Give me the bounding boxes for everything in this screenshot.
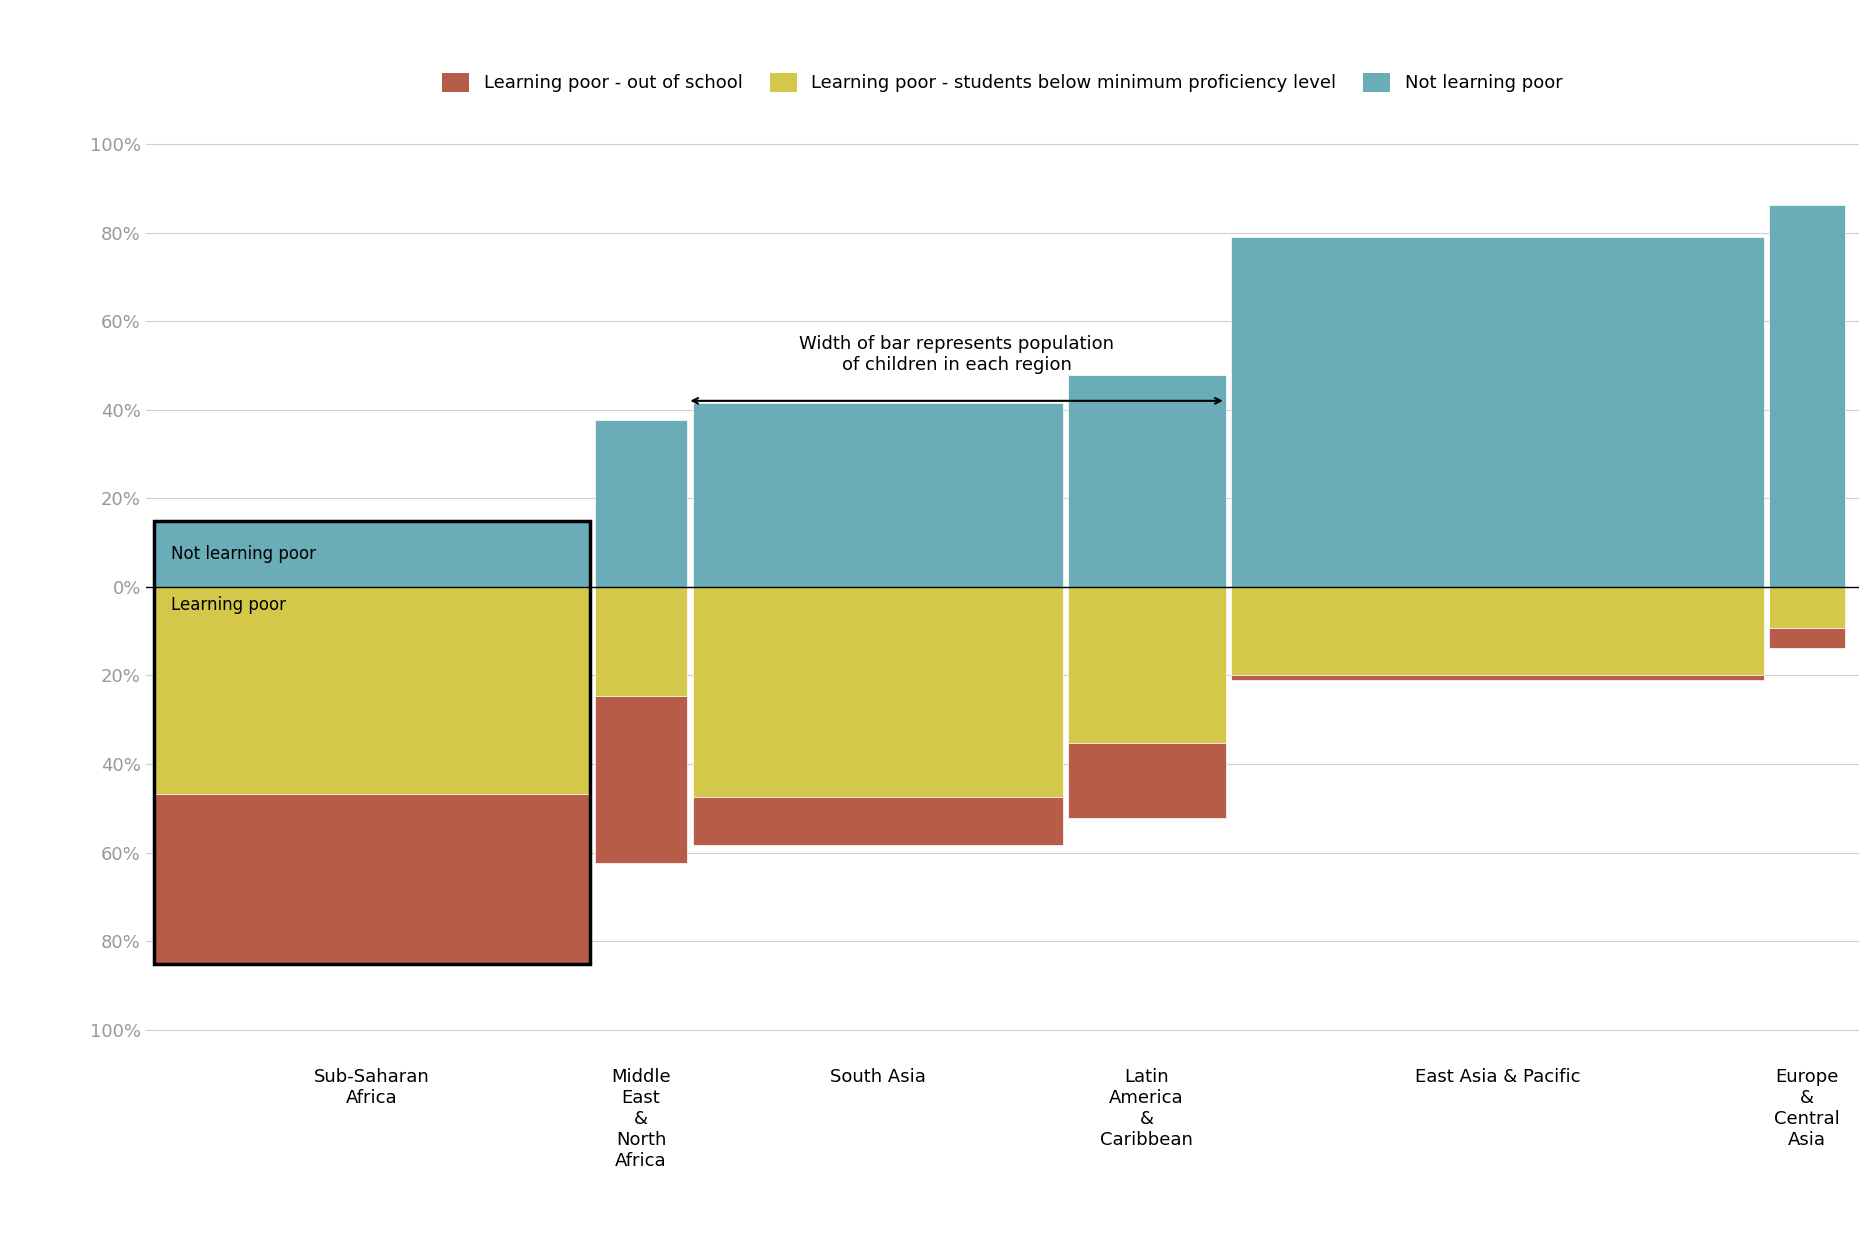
Bar (1768, 628, 1845, 648)
Text: Not learning poor: Not learning poor (170, 545, 317, 563)
Bar (1068, 587, 1225, 743)
Text: Width of bar represents population
of children in each region: Width of bar represents population of ch… (798, 336, 1113, 374)
Bar (154, 793, 590, 964)
Bar (1231, 675, 1762, 680)
Bar (154, 521, 590, 587)
Bar (1231, 587, 1762, 675)
Bar (154, 587, 590, 793)
Bar (1768, 205, 1845, 587)
Bar (693, 587, 1062, 797)
Bar (693, 402, 1062, 587)
Bar (1068, 743, 1225, 818)
Bar (154, 521, 590, 964)
Text: Learning poor: Learning poor (170, 596, 287, 613)
Bar (1068, 375, 1225, 587)
Bar (1231, 237, 1762, 587)
Bar (594, 587, 687, 696)
Legend: Learning poor - out of school, Learning poor - students below minimum proficienc: Learning poor - out of school, Learning … (435, 65, 1570, 100)
Bar (693, 797, 1062, 845)
Bar (1768, 587, 1845, 628)
Bar (594, 421, 687, 587)
Bar (594, 696, 687, 863)
